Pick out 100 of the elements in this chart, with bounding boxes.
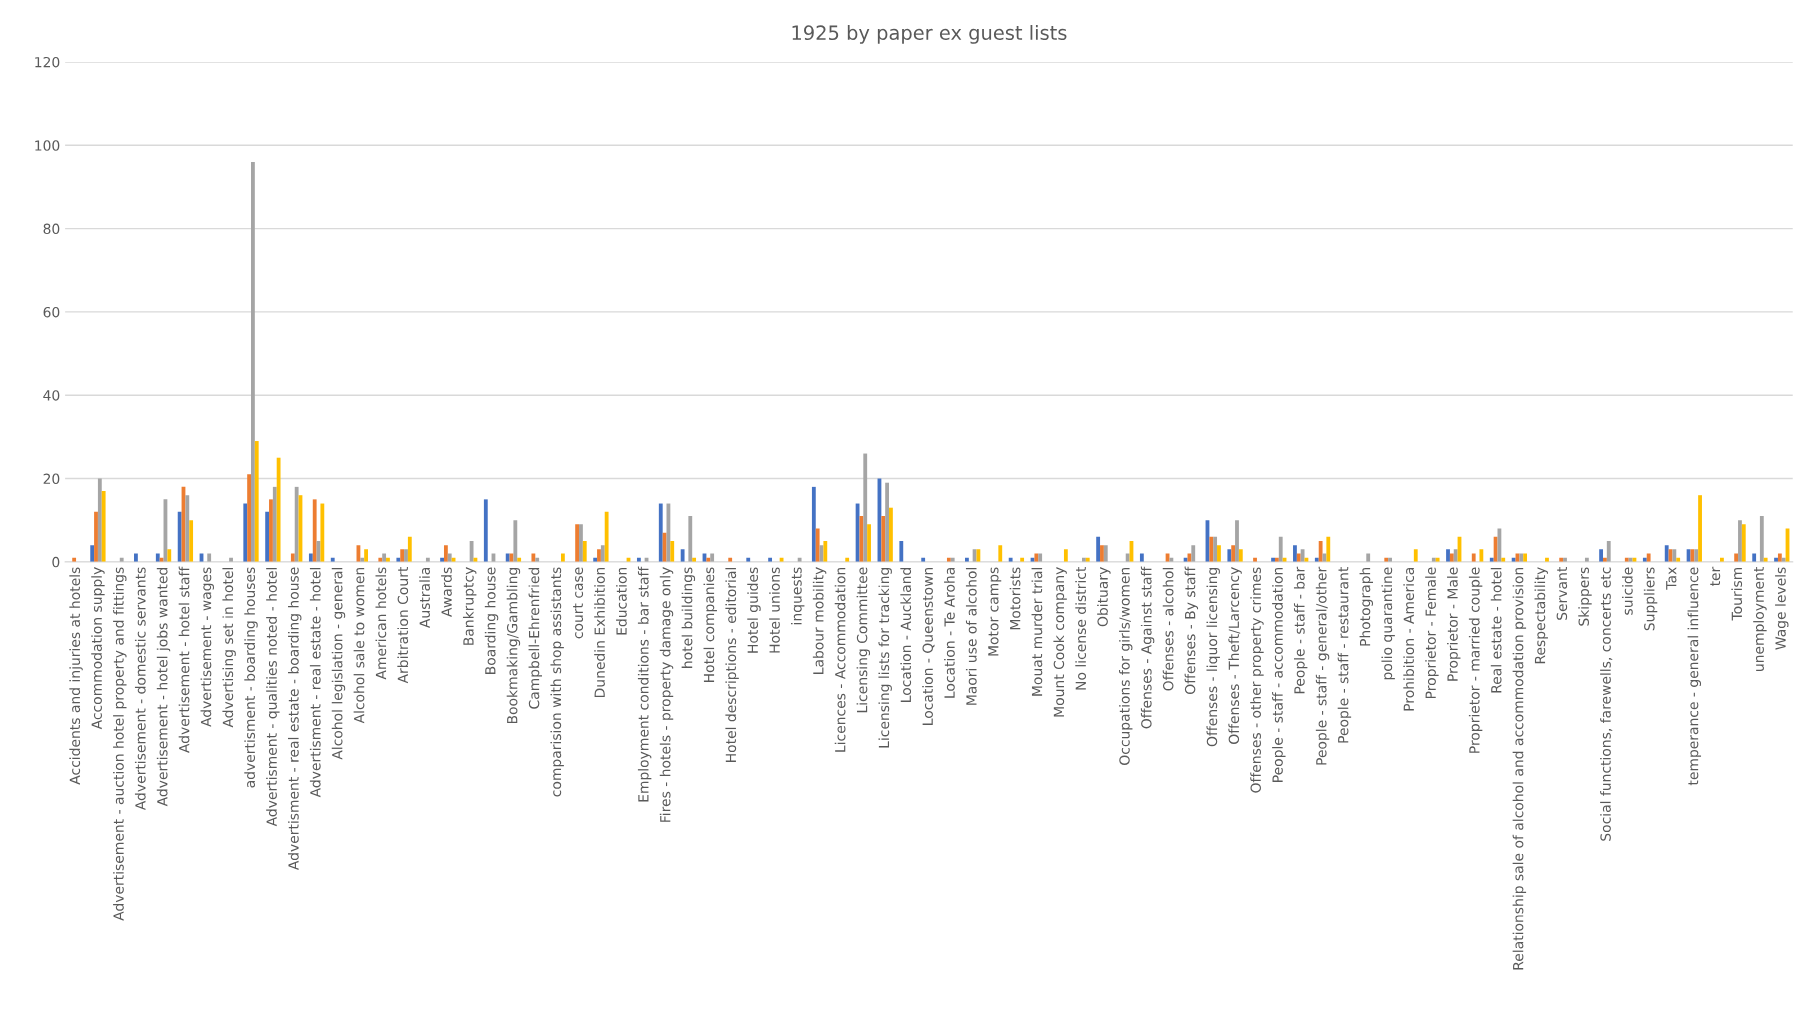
- bar: [579, 524, 583, 562]
- bar: [1479, 549, 1484, 562]
- bar: [167, 549, 172, 562]
- x-tick-label: Hotel guides: [747, 567, 761, 653]
- x-tick-label: Location - Queenstown: [922, 567, 935, 725]
- x-tick-label: People - staff - bar: [1293, 566, 1308, 694]
- x-tick-label: Offenses - alcohol: [1162, 568, 1174, 691]
- bar: [662, 532, 667, 562]
- bar: [688, 516, 693, 562]
- bar: [1694, 549, 1699, 562]
- bar: [320, 503, 325, 562]
- bar: [469, 541, 474, 562]
- bar: [1300, 549, 1305, 562]
- bar: [254, 441, 259, 562]
- bar: [1209, 536, 1214, 562]
- bar: [177, 511, 182, 562]
- bar: [265, 511, 270, 562]
- x-tick-label: Advertisment - qualities noted - hotel: [266, 568, 280, 827]
- bar: [811, 486, 816, 562]
- x-tick-label: Advertisement - auction hotel property and fittings: [113, 567, 127, 921]
- x-tick-label: Offenses - Theft/Larcency: [1228, 567, 1242, 744]
- x-tick-label: Wage levels: [1775, 567, 1789, 650]
- x-tick-label: People - staff - restaurant: [1337, 567, 1352, 743]
- x-tick-label: Advertisement - hotel jobs wanted: [156, 567, 171, 807]
- y-tick-label: 120: [35, 56, 60, 68]
- bar: [899, 541, 904, 562]
- bar: [863, 453, 868, 562]
- x-tick-label: Fires - hotels - property damage only: [659, 567, 674, 822]
- bar: [243, 503, 248, 562]
- bar: [1103, 545, 1108, 562]
- bar: [680, 549, 685, 562]
- x-tick-label: People - staff - general/other: [1315, 566, 1330, 765]
- x-tick-label: Advertisement - hotel staff: [178, 566, 190, 753]
- y-tick-label: 20: [43, 473, 60, 485]
- bar: [859, 516, 864, 562]
- bar: [1213, 536, 1218, 562]
- y-tick-label: 60: [43, 306, 60, 318]
- x-tick-label: Location - Te Aroha: [944, 567, 955, 698]
- bar: [597, 549, 601, 562]
- bar: [867, 524, 871, 562]
- x-tick-label: Advertisement - domestic servants: [134, 567, 146, 811]
- x-tick-label: Hotel companies: [703, 567, 717, 682]
- x-tick-label: Maori use of alcohol: [965, 568, 977, 705]
- x-tick-label: Campbell-Ehrenfried: [528, 567, 543, 709]
- x-tick-label: ter: [1710, 566, 1721, 587]
- bar: [575, 524, 580, 562]
- x-tick-label: Location - Auckland: [900, 567, 912, 702]
- bar: [889, 507, 893, 562]
- x-tick-label: advertisment - boarding houses: [244, 567, 258, 788]
- x-tick-label: Offenses - By staff: [1184, 566, 1199, 694]
- x-tick-label: Skippers: [1578, 567, 1592, 626]
- bar: [247, 474, 251, 562]
- x-tick-label: Hotel descriptions - editorial: [725, 568, 739, 762]
- bar: [94, 511, 98, 562]
- bar: [189, 520, 194, 562]
- x-tick-label: Motorists: [1009, 567, 1021, 630]
- bar: [185, 495, 190, 562]
- bar: [1446, 549, 1450, 562]
- bar: [1063, 549, 1068, 562]
- x-tick-label: suicide: [1621, 567, 1633, 615]
- x-tick-label: Tourism: [1731, 567, 1743, 621]
- x-tick-label: Alcohol sale to women: [353, 567, 365, 724]
- y-tick-label: 100: [35, 140, 60, 151]
- bar: [1191, 545, 1196, 562]
- bar: [1278, 536, 1283, 562]
- bar: [670, 541, 675, 562]
- bar: [1664, 545, 1669, 562]
- chart-title: 1925 by paper ex guest lists: [792, 24, 1067, 44]
- bar: [276, 457, 281, 562]
- x-tick-label: Proprietor - Male: [1447, 567, 1461, 681]
- x-tick-label: Suppliers: [1643, 567, 1658, 631]
- x-tick-label: Hotel unions: [769, 567, 780, 653]
- bar: [600, 545, 605, 562]
- x-tick-label: Advertisement - wages: [200, 567, 214, 727]
- x-tick-label: Real estate - hotel: [1490, 568, 1502, 693]
- bar: [1217, 545, 1221, 562]
- x-tick-label: Bankruptcy: [462, 567, 477, 645]
- y-tick-label: 0: [52, 556, 60, 568]
- x-tick-label: Dunedin Exhibition: [594, 567, 605, 698]
- x-tick-label: Offenses - liquor licensing: [1206, 567, 1220, 747]
- bar: [1698, 495, 1702, 562]
- x-tick-label: Prohibition - America: [1403, 567, 1415, 711]
- x-tick-label: Arbitration Court: [397, 567, 409, 684]
- bar: [1741, 524, 1746, 562]
- x-tick-label: Social functions, farewells, concerts etc: [1600, 567, 1613, 841]
- x-tick-label: People - staff - accommodation: [1272, 567, 1286, 782]
- x-tick-label: No license district: [1075, 567, 1087, 690]
- x-tick-label: Relationship sale of alcohol and accommodation provision: [1512, 567, 1527, 970]
- x-tick-label: Alcohol legislation - general: [331, 568, 346, 760]
- bar: [294, 486, 299, 562]
- bar: [483, 499, 488, 562]
- bar: [1100, 545, 1104, 562]
- bar: [1318, 541, 1323, 562]
- bar: [97, 478, 102, 562]
- x-tick-label: unemployment: [1753, 567, 1767, 671]
- bar: [251, 161, 255, 562]
- bar: [1326, 536, 1331, 562]
- bar: [1738, 520, 1742, 562]
- bar: [1497, 528, 1502, 562]
- bar: [1413, 549, 1418, 562]
